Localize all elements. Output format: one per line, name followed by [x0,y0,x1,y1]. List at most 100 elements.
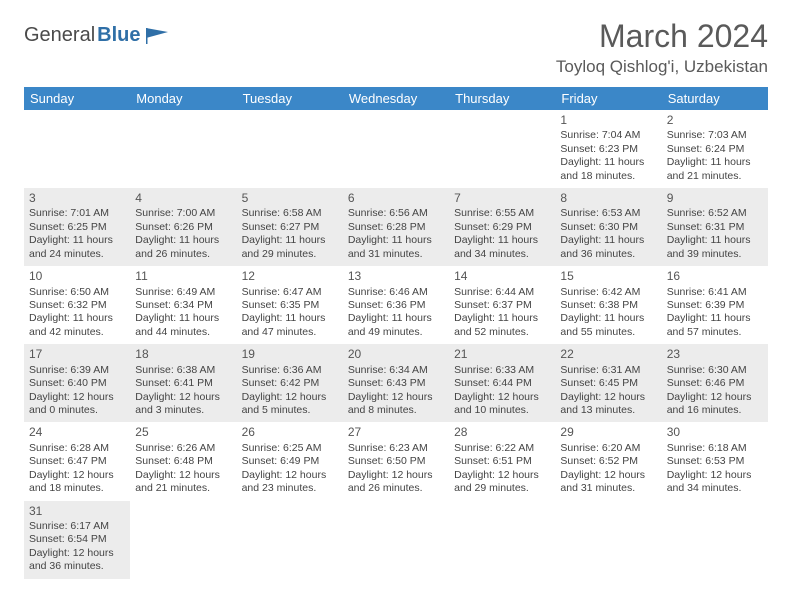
sunrise-line: Sunrise: 6:39 AM [29,364,125,377]
calendar-cell [343,110,449,188]
calendar-cell [343,501,449,579]
daylight-line: Daylight: 12 hours and 23 minutes. [242,469,338,496]
calendar-cell [24,110,130,188]
calendar-cell: 27Sunrise: 6:23 AMSunset: 6:50 PMDayligh… [343,422,449,500]
calendar-cell: 6Sunrise: 6:56 AMSunset: 6:28 PMDaylight… [343,188,449,266]
sunset-line: Sunset: 6:39 PM [667,299,763,312]
daylight-line: Daylight: 12 hours and 5 minutes. [242,391,338,418]
sunset-line: Sunset: 6:37 PM [454,299,550,312]
sunset-line: Sunset: 6:32 PM [29,299,125,312]
daylight-line: Daylight: 11 hours and 44 minutes. [135,312,231,339]
calendar-cell [449,110,555,188]
column-header: Thursday [449,87,555,110]
sunrise-line: Sunrise: 6:23 AM [348,442,444,455]
flag-icon [146,28,168,44]
column-header: Tuesday [237,87,343,110]
day-number: 3 [29,191,125,206]
calendar-cell: 10Sunrise: 6:50 AMSunset: 6:32 PMDayligh… [24,266,130,344]
sunset-line: Sunset: 6:26 PM [135,221,231,234]
daylight-line: Daylight: 12 hours and 10 minutes. [454,391,550,418]
daylight-line: Daylight: 11 hours and 49 minutes. [348,312,444,339]
sunset-line: Sunset: 6:40 PM [29,377,125,390]
day-number: 29 [560,425,656,440]
day-number: 6 [348,191,444,206]
logo-text-blue: Blue [97,24,140,47]
sunset-line: Sunset: 6:48 PM [135,455,231,468]
calendar-cell: 12Sunrise: 6:47 AMSunset: 6:35 PMDayligh… [237,266,343,344]
daylight-line: Daylight: 12 hours and 16 minutes. [667,391,763,418]
sunrise-line: Sunrise: 6:30 AM [667,364,763,377]
calendar-cell: 11Sunrise: 6:49 AMSunset: 6:34 PMDayligh… [130,266,236,344]
sunset-line: Sunset: 6:28 PM [348,221,444,234]
calendar-cell [130,501,236,579]
calendar-cell: 17Sunrise: 6:39 AMSunset: 6:40 PMDayligh… [24,344,130,422]
daylight-line: Daylight: 12 hours and 29 minutes. [454,469,550,496]
sunrise-line: Sunrise: 6:22 AM [454,442,550,455]
day-number: 25 [135,425,231,440]
sunrise-line: Sunrise: 6:28 AM [29,442,125,455]
calendar-cell: 5Sunrise: 6:58 AMSunset: 6:27 PMDaylight… [237,188,343,266]
day-number: 11 [135,269,231,284]
calendar-cell: 9Sunrise: 6:52 AMSunset: 6:31 PMDaylight… [662,188,768,266]
sunset-line: Sunset: 6:41 PM [135,377,231,390]
sunset-line: Sunset: 6:43 PM [348,377,444,390]
calendar-cell: 20Sunrise: 6:34 AMSunset: 6:43 PMDayligh… [343,344,449,422]
calendar-cell: 1Sunrise: 7:04 AMSunset: 6:23 PMDaylight… [555,110,661,188]
sunset-line: Sunset: 6:34 PM [135,299,231,312]
sunset-line: Sunset: 6:53 PM [667,455,763,468]
sunset-line: Sunset: 6:35 PM [242,299,338,312]
calendar-cell: 26Sunrise: 6:25 AMSunset: 6:49 PMDayligh… [237,422,343,500]
sunrise-line: Sunrise: 7:00 AM [135,207,231,220]
calendar-cell: 7Sunrise: 6:55 AMSunset: 6:29 PMDaylight… [449,188,555,266]
day-number: 31 [29,504,125,519]
sunset-line: Sunset: 6:51 PM [454,455,550,468]
daylight-line: Daylight: 11 hours and 47 minutes. [242,312,338,339]
logo: GeneralBlue [24,24,168,47]
day-number: 21 [454,347,550,362]
calendar-cell [237,110,343,188]
sunrise-line: Sunrise: 7:03 AM [667,129,763,142]
sunset-line: Sunset: 6:54 PM [29,533,125,546]
daylight-line: Daylight: 11 hours and 29 minutes. [242,234,338,261]
daylight-line: Daylight: 12 hours and 8 minutes. [348,391,444,418]
sunrise-line: Sunrise: 7:04 AM [560,129,656,142]
sunrise-line: Sunrise: 6:25 AM [242,442,338,455]
day-number: 24 [29,425,125,440]
calendar-cell: 2Sunrise: 7:03 AMSunset: 6:24 PMDaylight… [662,110,768,188]
title-block: March 2024 Toyloq Qishlog'i, Uzbekistan [556,18,768,77]
day-number: 10 [29,269,125,284]
calendar-cell: 30Sunrise: 6:18 AMSunset: 6:53 PMDayligh… [662,422,768,500]
calendar-cell [130,110,236,188]
sunset-line: Sunset: 6:27 PM [242,221,338,234]
sunset-line: Sunset: 6:31 PM [667,221,763,234]
daylight-line: Daylight: 11 hours and 39 minutes. [667,234,763,261]
sunset-line: Sunset: 6:47 PM [29,455,125,468]
sunrise-line: Sunrise: 6:20 AM [560,442,656,455]
day-number: 15 [560,269,656,284]
calendar-cell: 24Sunrise: 6:28 AMSunset: 6:47 PMDayligh… [24,422,130,500]
sunrise-line: Sunrise: 6:53 AM [560,207,656,220]
daylight-line: Daylight: 11 hours and 21 minutes. [667,156,763,183]
calendar-cell: 29Sunrise: 6:20 AMSunset: 6:52 PMDayligh… [555,422,661,500]
sunrise-line: Sunrise: 6:26 AM [135,442,231,455]
calendar-cell [555,501,661,579]
daylight-line: Daylight: 11 hours and 18 minutes. [560,156,656,183]
day-number: 19 [242,347,338,362]
daylight-line: Daylight: 11 hours and 26 minutes. [135,234,231,261]
sunrise-line: Sunrise: 6:56 AM [348,207,444,220]
sunset-line: Sunset: 6:29 PM [454,221,550,234]
daylight-line: Daylight: 11 hours and 42 minutes. [29,312,125,339]
calendar-cell: 13Sunrise: 6:46 AMSunset: 6:36 PMDayligh… [343,266,449,344]
day-number: 4 [135,191,231,206]
day-number: 7 [454,191,550,206]
sunset-line: Sunset: 6:45 PM [560,377,656,390]
daylight-line: Daylight: 12 hours and 34 minutes. [667,469,763,496]
calendar-row: 10Sunrise: 6:50 AMSunset: 6:32 PMDayligh… [24,266,768,344]
sunrise-line: Sunrise: 6:17 AM [29,520,125,533]
sunset-line: Sunset: 6:50 PM [348,455,444,468]
calendar-header-row: SundayMondayTuesdayWednesdayThursdayFrid… [24,87,768,110]
calendar-row: 1Sunrise: 7:04 AMSunset: 6:23 PMDaylight… [24,110,768,188]
day-number: 28 [454,425,550,440]
daylight-line: Daylight: 12 hours and 3 minutes. [135,391,231,418]
calendar-cell [449,501,555,579]
